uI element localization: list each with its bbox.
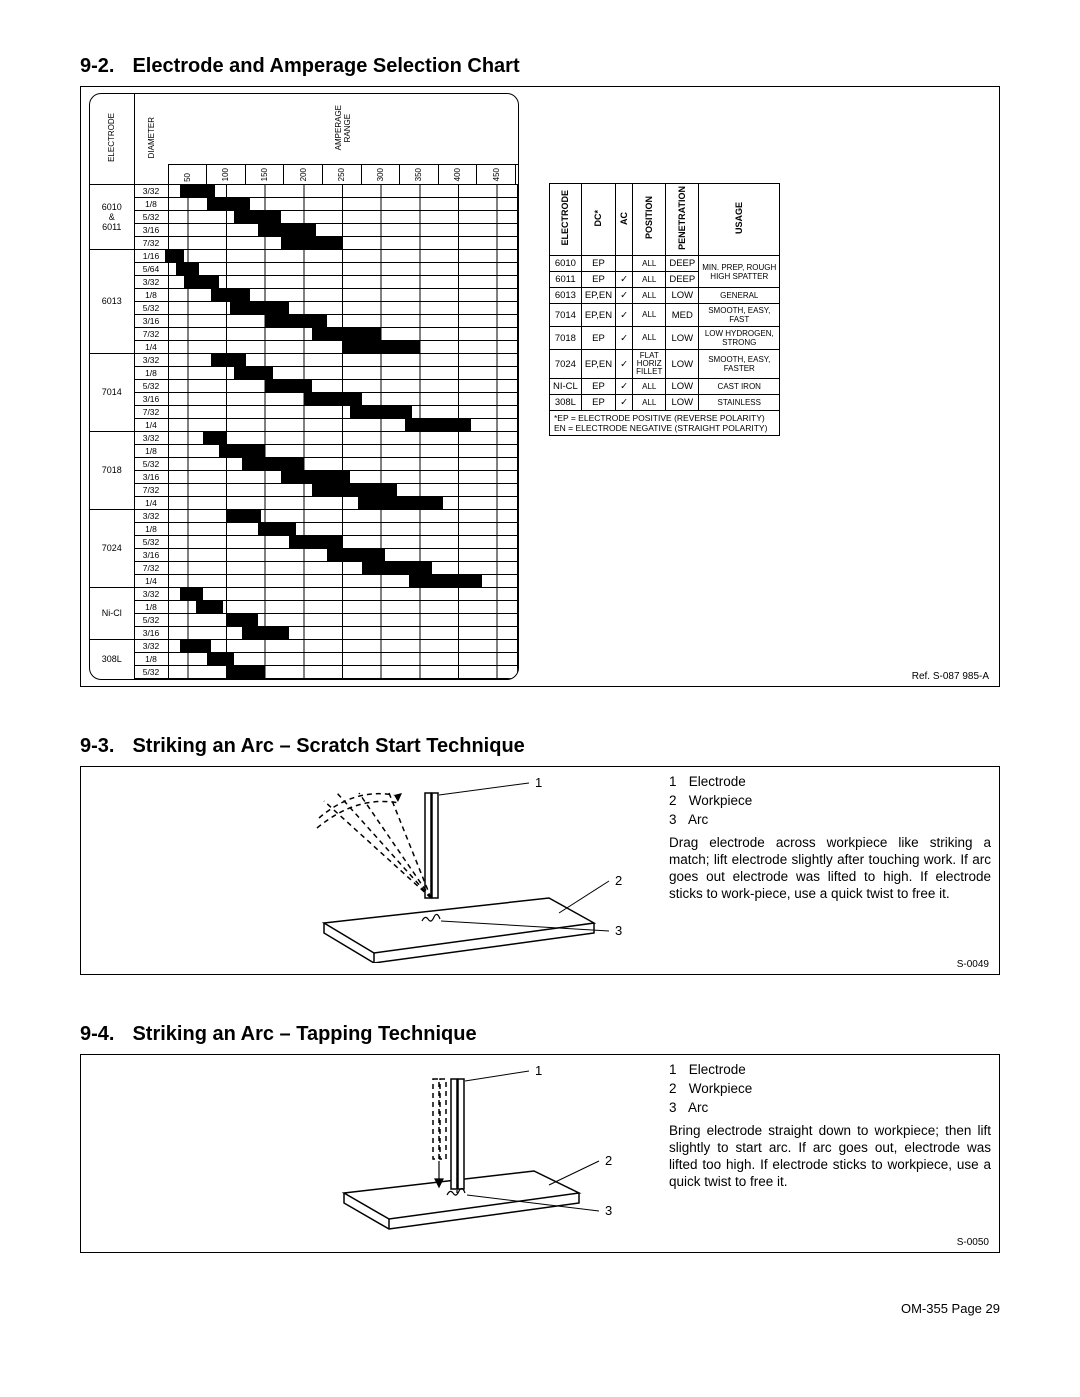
section-9-3-title: 9-3. Striking an Arc – Scratch Start Tech… — [80, 735, 1000, 758]
svg-text:2: 2 — [615, 873, 622, 888]
figure-ref: Ref. S-087 985-A — [912, 671, 989, 682]
figure-ref: S-0049 — [957, 959, 989, 970]
section-text: Electrode and Amperage Selection Chart — [132, 55, 519, 77]
figure-ref: S-0050 — [957, 1237, 989, 1248]
section-9-4-title: 9-4. Striking an Arc – Tapping Technique — [80, 1023, 1000, 1046]
tapping-text: 1 Electrode2 Workpiece3 ArcBring electro… — [669, 1061, 991, 1246]
section-number: 9-3. — [80, 735, 114, 757]
page: 9-2. Electrode and Amperage Selection Cha… — [0, 0, 1080, 1356]
figure-9-3: 1 2 3 1 Electrode2 Workpiece3 ArcDrag el… — [80, 766, 1000, 975]
svg-text:3: 3 — [605, 1203, 612, 1218]
section-text: Striking an Arc – Tapping Technique — [132, 1023, 476, 1045]
figure-9-2: ELECTRODEDIAMETERAMPERAGERANGE5010015020… — [80, 86, 1000, 687]
scratch-start-diagram: 1 2 3 — [89, 773, 649, 968]
svg-text:2: 2 — [605, 1153, 612, 1168]
section-number: 9-4. — [80, 1023, 114, 1045]
tapping-diagram: 1 2 3 — [89, 1061, 649, 1246]
section-text: Striking an Arc – Scratch Start Techniqu… — [132, 735, 524, 757]
svg-text:3: 3 — [615, 923, 622, 938]
amperage-chart: ELECTRODEDIAMETERAMPERAGERANGE5010015020… — [89, 93, 519, 680]
usage-table: ELECTRODEDC*ACPOSITIONPENETRATIONUSAGE60… — [549, 183, 780, 411]
section-number: 9-2. — [80, 55, 114, 77]
svg-text:1: 1 — [535, 775, 542, 790]
svg-text:1: 1 — [535, 1063, 542, 1078]
usage-table-wrap: ELECTRODEDC*ACPOSITIONPENETRATIONUSAGE60… — [549, 183, 780, 436]
figure-9-4: 1 2 3 1 Electrode2 Workpiece3 ArcBring e… — [80, 1054, 1000, 1253]
scratch-start-text: 1 Electrode2 Workpiece3 ArcDrag electrod… — [669, 773, 991, 968]
page-footer: OM-355 Page 29 — [80, 1301, 1000, 1316]
section-9-2-title: 9-2. Electrode and Amperage Selection Cha… — [80, 55, 1000, 78]
